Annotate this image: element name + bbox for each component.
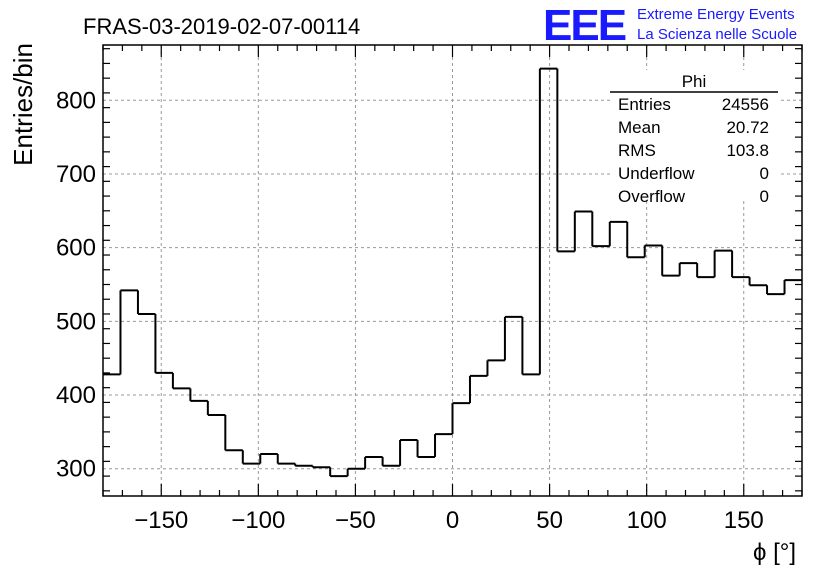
logo-line-2: La Scienza nelle Scuole: [637, 26, 797, 43]
y-tick-label: 800: [56, 87, 96, 114]
axes: −150 −100 −50 0 50 100 150 300 400 500 600 700 800: [56, 44, 803, 534]
histogram-series: [103, 67, 802, 478]
y-tick-label: 500: [56, 308, 96, 335]
x-tick-label: 150: [724, 507, 764, 534]
stats-value-rms: 103.8: [726, 141, 769, 160]
stats-value-underflow: 0: [760, 164, 769, 183]
stats-value-mean: 20.72: [726, 118, 769, 137]
x-tick-label: −100: [231, 507, 285, 534]
stats-label-underflow: Underflow: [618, 164, 695, 183]
stats-label-mean: Mean: [618, 118, 661, 137]
stats-label-entries: Entries: [618, 95, 671, 114]
x-tick-label: 50: [536, 507, 563, 534]
x-tick-label: 100: [627, 507, 667, 534]
y-tick-label: 600: [56, 235, 96, 262]
logo-line-1: Extreme Energy Events: [637, 6, 795, 23]
stats-label-overflow: Overflow: [618, 187, 686, 206]
eee-logo: EEE Extreme Energy Events La Scienza nel…: [543, 1, 797, 50]
eee-logo-mark: EEE: [543, 1, 626, 50]
stats-title: Phi: [682, 72, 707, 91]
x-axis-label: ϕ [°]: [753, 539, 796, 566]
x-tick-label: −50: [335, 507, 376, 534]
stats-value-entries: 24556: [722, 95, 769, 114]
x-tick-label: −150: [134, 507, 188, 534]
y-tick-label: 300: [56, 456, 96, 483]
stats-label-rms: RMS: [618, 141, 656, 160]
grid-lines: [103, 45, 802, 496]
y-axis-label: Entries/bin: [8, 43, 38, 166]
chart-title: FRAS-03-2019-02-07-00114: [83, 14, 360, 39]
stats-value-overflow: 0: [760, 187, 769, 206]
y-tick-label: 400: [56, 382, 96, 409]
stats-box: Phi Entries 24556 Mean 20.72 RMS 103.8 U…: [610, 70, 778, 206]
x-tick-label: 0: [446, 507, 459, 534]
y-tick-label: 700: [56, 161, 96, 188]
